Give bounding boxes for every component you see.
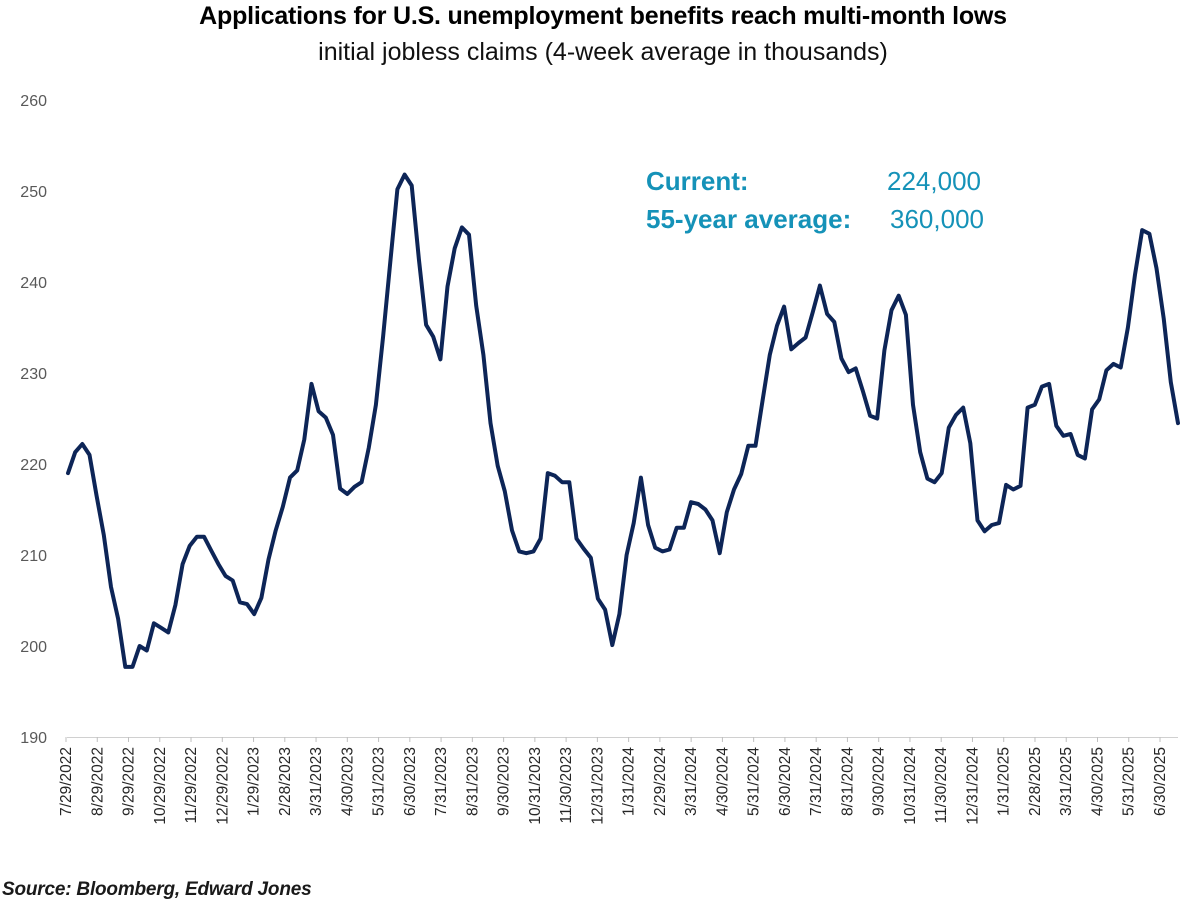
x-tick-label: 9/30/2024 — [871, 747, 888, 816]
line-chart: 190 200 210 220 230 240 250 260 7/29/2022 8/29/2… — [20, 93, 1180, 825]
annotation-box: Current: 224,000 55-year average: 360,00… — [646, 166, 984, 234]
series-line-initial-claims — [66, 172, 1180, 669]
x-tick-label: 1/31/2025 — [996, 747, 1013, 816]
x-tick-label: 10/31/2024 — [902, 747, 919, 825]
x-tick-label: 5/31/2023 — [371, 747, 388, 816]
x-tick-label: 4/30/2023 — [339, 747, 356, 816]
x-tick-label: 6/30/2025 — [1152, 747, 1169, 816]
annotation-average-label: 55-year average: — [646, 204, 851, 234]
y-axis: 190 200 210 220 230 240 250 260 — [20, 93, 47, 747]
x-tick-label: 4/30/2025 — [1089, 747, 1106, 816]
chart-subtitle: initial jobless claims (4-week average i… — [318, 38, 888, 66]
x-tick-label: 1/29/2023 — [246, 747, 263, 816]
x-tick-label: 1/31/2024 — [621, 747, 638, 816]
y-tick-label: 220 — [20, 457, 47, 474]
x-tick-label: 3/31/2023 — [308, 747, 325, 816]
x-tick-label: 8/29/2022 — [89, 747, 106, 816]
x-tick-label: 11/29/2022 — [183, 747, 200, 823]
x-tick-label: 5/31/2025 — [1121, 747, 1138, 816]
y-tick-label: 200 — [20, 639, 47, 656]
x-tick-label: 7/29/2022 — [58, 747, 75, 816]
x-tick-label: 7/31/2024 — [808, 747, 825, 816]
y-tick-label: 210 — [20, 548, 47, 565]
x-tick-label: 10/31/2023 — [527, 747, 544, 825]
annotation-current-value: 224,000 — [887, 166, 981, 196]
chart-title: Applications for U.S. unemployment benef… — [199, 2, 1007, 30]
x-tick-label: 2/29/2024 — [652, 747, 669, 816]
x-tick-label: 5/31/2024 — [746, 747, 763, 816]
x-tick-label: 11/30/2023 — [558, 747, 575, 823]
source-note: Source: Bloomberg, Edward Jones — [2, 879, 312, 900]
x-tick-label: 6/30/2024 — [777, 747, 794, 816]
x-tick-label: 6/30/2023 — [402, 747, 419, 816]
x-tick-label: 9/30/2023 — [496, 747, 513, 816]
series-group — [66, 172, 1180, 669]
x-tick-label: 12/31/2024 — [964, 747, 981, 825]
x-tick-label: 11/30/2024 — [933, 747, 950, 824]
x-tick-label: 12/31/2023 — [589, 747, 606, 825]
annotation-current-label: Current: — [646, 166, 749, 196]
x-tick-label: 2/28/2025 — [1027, 747, 1044, 816]
y-tick-label: 240 — [20, 275, 47, 292]
x-tick-label: 4/30/2024 — [714, 747, 731, 816]
y-tick-label: 250 — [20, 184, 47, 201]
x-tick-label: 9/29/2022 — [121, 747, 138, 816]
x-tick-label: 8/31/2023 — [464, 747, 481, 816]
y-tick-label: 230 — [20, 366, 47, 383]
y-tick-label: 260 — [20, 93, 47, 110]
x-tick-label: 3/31/2025 — [1058, 747, 1075, 816]
x-tick-label: 8/31/2024 — [839, 747, 856, 816]
x-tick-label: 3/31/2024 — [683, 747, 700, 816]
x-tick-label: 7/31/2023 — [433, 747, 450, 816]
annotation-average-value: 360,000 — [890, 204, 984, 234]
x-tick-label: 2/28/2023 — [277, 747, 294, 816]
x-tick-label: 10/29/2022 — [152, 747, 169, 825]
x-axis: 7/29/2022 8/29/2022 9/29/2022 10/29/2022 11/… — [58, 737, 1178, 825]
y-tick-label: 190 — [20, 730, 47, 747]
x-tick-label: 12/29/2022 — [214, 747, 231, 825]
